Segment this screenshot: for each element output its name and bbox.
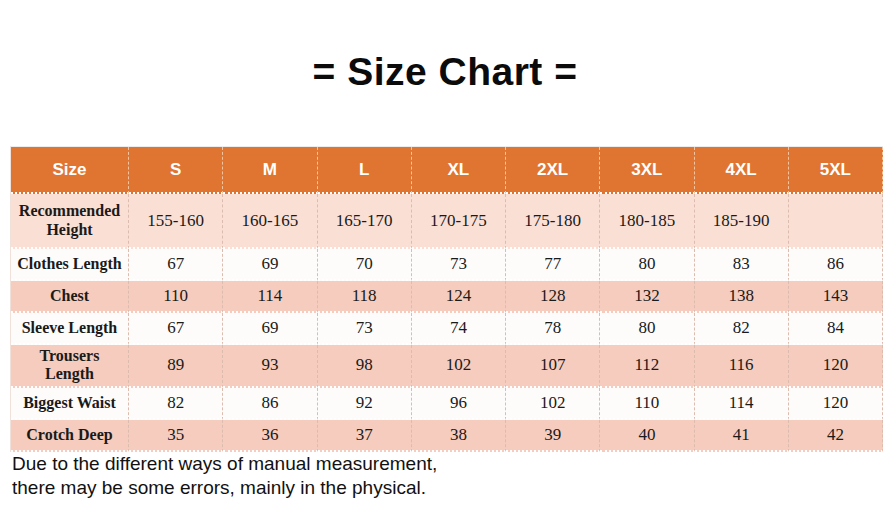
row-label: Biggest Waist bbox=[11, 388, 129, 420]
col-header-l: L bbox=[318, 147, 412, 194]
cell-value: 160-165 bbox=[223, 194, 317, 249]
cell-value: 120 bbox=[789, 388, 883, 420]
cell-value: 86 bbox=[789, 249, 883, 281]
cell-value: 110 bbox=[600, 388, 694, 420]
cell-value: 128 bbox=[506, 281, 600, 313]
cell-value: 84 bbox=[789, 313, 883, 345]
cell-value: 35 bbox=[129, 420, 223, 452]
cell-value: 185-190 bbox=[695, 194, 789, 249]
cell-value: 120 bbox=[789, 345, 883, 388]
cell-value: 96 bbox=[412, 388, 506, 420]
table-row-clothes-length: Clothes Length 67 69 70 73 77 80 83 86 bbox=[11, 249, 883, 281]
cell-value: 138 bbox=[695, 281, 789, 313]
cell-value: 39 bbox=[506, 420, 600, 452]
row-label: Crotch Deep bbox=[11, 420, 129, 452]
cell-value: 155-160 bbox=[129, 194, 223, 249]
cell-value: 175-180 bbox=[506, 194, 600, 249]
cell-value: 40 bbox=[600, 420, 694, 452]
disclaimer-line-2: there may be some errors, mainly in the … bbox=[12, 476, 437, 500]
cell-value: 124 bbox=[412, 281, 506, 313]
cell-value: 83 bbox=[695, 249, 789, 281]
table-row-chest: Chest 110 114 118 124 128 132 138 143 bbox=[11, 281, 883, 313]
table-row-crotch-deep: Crotch Deep 35 36 37 38 39 40 41 42 bbox=[11, 420, 883, 452]
cell-value: 102 bbox=[412, 345, 506, 388]
cell-value: 38 bbox=[412, 420, 506, 452]
cell-value: 69 bbox=[223, 249, 317, 281]
row-label: Chest bbox=[11, 281, 129, 313]
col-header-xl: XL bbox=[412, 147, 506, 194]
size-chart-table: Size S M L XL 2XL 3XL 4XL 5XL Recommende… bbox=[10, 146, 883, 452]
col-header-3xl: 3XL bbox=[600, 147, 694, 194]
cell-value: 180-185 bbox=[600, 194, 694, 249]
cell-value: 82 bbox=[129, 388, 223, 420]
cell-value: 67 bbox=[129, 313, 223, 345]
cell-value: 82 bbox=[695, 313, 789, 345]
cell-value: 93 bbox=[223, 345, 317, 388]
cell-value: 114 bbox=[695, 388, 789, 420]
cell-value: 98 bbox=[318, 345, 412, 388]
cell-value bbox=[789, 194, 883, 249]
cell-value: 116 bbox=[695, 345, 789, 388]
disclaimer-line-1: Due to the different ways of manual meas… bbox=[12, 452, 437, 476]
cell-value: 41 bbox=[695, 420, 789, 452]
cell-value: 86 bbox=[223, 388, 317, 420]
col-header-s: S bbox=[129, 147, 223, 194]
cell-value: 112 bbox=[600, 345, 694, 388]
cell-value: 118 bbox=[318, 281, 412, 313]
row-label: Clothes Length bbox=[11, 249, 129, 281]
size-chart-page: = Size Chart = Size S M L XL 2XL 3XL 4XL… bbox=[0, 0, 890, 529]
cell-value: 80 bbox=[600, 313, 694, 345]
cell-value: 42 bbox=[789, 420, 883, 452]
cell-value: 132 bbox=[600, 281, 694, 313]
col-header-size: Size bbox=[11, 147, 129, 194]
cell-value: 89 bbox=[129, 345, 223, 388]
cell-value: 143 bbox=[789, 281, 883, 313]
table-row-trousers-length: Trousers Length 89 93 98 102 107 112 116… bbox=[11, 345, 883, 388]
cell-value: 170-175 bbox=[412, 194, 506, 249]
cell-value: 107 bbox=[506, 345, 600, 388]
cell-value: 70 bbox=[318, 249, 412, 281]
cell-value: 73 bbox=[318, 313, 412, 345]
cell-value: 110 bbox=[129, 281, 223, 313]
table-header-row: Size S M L XL 2XL 3XL 4XL 5XL bbox=[11, 147, 883, 194]
cell-value: 78 bbox=[506, 313, 600, 345]
table-row-biggest-waist: Biggest Waist 82 86 92 96 102 110 114 12… bbox=[11, 388, 883, 420]
page-title: = Size Chart = bbox=[0, 50, 890, 94]
cell-value: 80 bbox=[600, 249, 694, 281]
cell-value: 165-170 bbox=[318, 194, 412, 249]
cell-value: 67 bbox=[129, 249, 223, 281]
cell-value: 37 bbox=[318, 420, 412, 452]
col-header-2xl: 2XL bbox=[506, 147, 600, 194]
cell-value: 69 bbox=[223, 313, 317, 345]
measurement-disclaimer: Due to the different ways of manual meas… bbox=[12, 452, 437, 500]
cell-value: 74 bbox=[412, 313, 506, 345]
cell-value: 77 bbox=[506, 249, 600, 281]
col-header-5xl: 5XL bbox=[789, 147, 883, 194]
col-header-m: M bbox=[223, 147, 317, 194]
row-label: Recommended Height bbox=[11, 194, 129, 249]
col-header-4xl: 4XL bbox=[695, 147, 789, 194]
cell-value: 36 bbox=[223, 420, 317, 452]
cell-value: 73 bbox=[412, 249, 506, 281]
cell-value: 114 bbox=[223, 281, 317, 313]
row-label: Sleeve Length bbox=[11, 313, 129, 345]
row-label: Trousers Length bbox=[11, 345, 129, 388]
table-row-recommended-height: Recommended Height 155-160 160-165 165-1… bbox=[11, 194, 883, 249]
cell-value: 92 bbox=[318, 388, 412, 420]
table-row-sleeve-length: Sleeve Length 67 69 73 74 78 80 82 84 bbox=[11, 313, 883, 345]
cell-value: 102 bbox=[506, 388, 600, 420]
